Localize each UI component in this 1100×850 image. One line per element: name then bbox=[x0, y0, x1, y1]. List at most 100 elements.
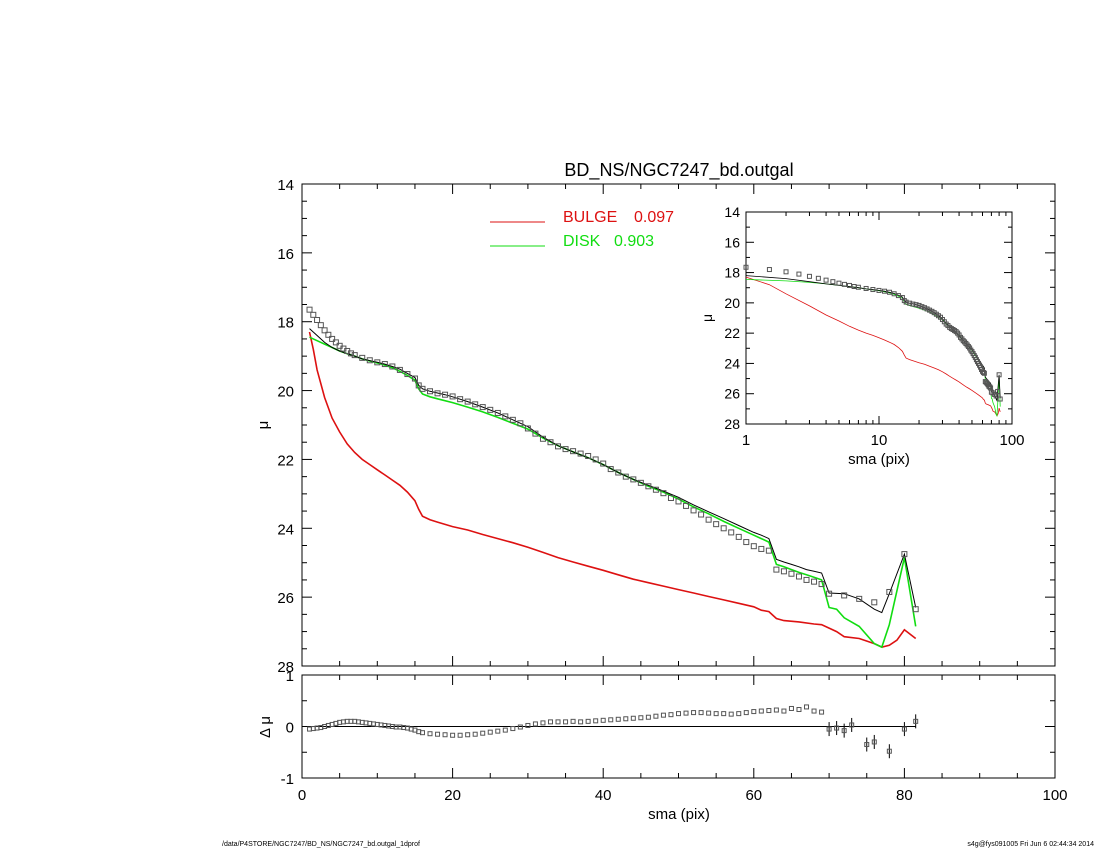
series-data-point bbox=[457, 396, 464, 403]
inset-axis-ticks bbox=[745, 211, 1013, 425]
main-y-tick-label: 18 bbox=[277, 315, 294, 332]
series-data-point bbox=[713, 521, 720, 528]
series-data-point bbox=[389, 363, 396, 370]
residual-x-tick-label: 20 bbox=[444, 787, 461, 804]
inset-plot-frame bbox=[745, 211, 1013, 425]
series-data-point bbox=[487, 406, 494, 413]
series-data-point bbox=[705, 516, 712, 523]
inset-data-point bbox=[870, 287, 876, 293]
residual-point bbox=[600, 717, 606, 723]
residual-point bbox=[510, 726, 516, 732]
residual-point bbox=[743, 710, 749, 716]
series-data-point bbox=[720, 525, 727, 532]
residual-y-tick-label: -1 bbox=[281, 771, 294, 788]
series-bulge-line bbox=[308, 331, 917, 648]
series-data-point bbox=[637, 479, 644, 486]
inset-data-point bbox=[841, 281, 847, 287]
inset-data-point bbox=[846, 282, 852, 288]
series-data-point bbox=[306, 306, 313, 313]
series-data-point bbox=[310, 311, 317, 318]
main-y-tick-labels: 14 16 18 20 22 24 26 28 bbox=[277, 177, 294, 676]
inset-data-point bbox=[910, 301, 916, 307]
series-data-point bbox=[419, 385, 426, 392]
series-data-point bbox=[901, 551, 908, 558]
series-data-point bbox=[434, 390, 441, 397]
series-data-point bbox=[524, 425, 531, 432]
residual-point bbox=[751, 709, 757, 715]
residual-point bbox=[427, 731, 433, 737]
series-data-point bbox=[539, 435, 546, 442]
residual-x-axis-label: sma (pix) bbox=[648, 806, 710, 823]
series-data-point bbox=[317, 322, 324, 329]
main-profile-panel: 14 16 18 20 22 24 26 28 μ BULGE 0.097 DISK 0.90… bbox=[255, 177, 1056, 676]
series-data-point bbox=[607, 466, 614, 473]
residual-axis-ticks bbox=[301, 674, 1056, 779]
residual-point bbox=[728, 711, 734, 717]
residual-point bbox=[480, 730, 486, 736]
series-data-point bbox=[841, 592, 848, 599]
series-data-point bbox=[472, 401, 479, 408]
legend: BULGE 0.097 DISK 0.903 bbox=[490, 209, 674, 250]
inset-series-group bbox=[743, 264, 1003, 418]
residual-point bbox=[691, 710, 697, 716]
series-data-point bbox=[600, 460, 607, 467]
residual-x-tick-label: 60 bbox=[745, 787, 762, 804]
series-data-point bbox=[502, 413, 509, 420]
inset-y-tick-label: 24 bbox=[724, 355, 740, 371]
series-data-point bbox=[396, 366, 403, 373]
residual-point bbox=[487, 729, 493, 735]
series-data-point bbox=[517, 420, 524, 427]
residual-point bbox=[532, 721, 538, 727]
residual-point bbox=[773, 707, 779, 713]
residual-y-tick-label: 0 bbox=[286, 720, 294, 737]
series-data-point bbox=[788, 570, 795, 577]
series-data-point bbox=[765, 547, 772, 554]
series-data-point bbox=[532, 430, 539, 437]
series-data-point bbox=[758, 545, 765, 552]
inset-data-point bbox=[907, 300, 913, 306]
inset-x-tick-label: 10 bbox=[871, 432, 888, 449]
legend-disk-label: DISK bbox=[563, 233, 601, 250]
residual-point bbox=[442, 732, 448, 738]
legend-bulge-value: 0.097 bbox=[634, 209, 674, 226]
residual-point bbox=[555, 719, 561, 725]
series-data-point bbox=[818, 581, 825, 588]
inset-series-bulge-line bbox=[745, 276, 1001, 417]
inset-log-panel: 1 10 100 14 16 18 20 22 24 26 28 μ sma (pix) bbox=[699, 204, 1025, 468]
residual-y-tick-label: 1 bbox=[286, 668, 294, 685]
series-data-point bbox=[803, 576, 810, 583]
inset-y-axis-label: μ bbox=[699, 314, 715, 322]
residual-point bbox=[804, 704, 810, 710]
main-y-tick-label: 14 bbox=[277, 177, 294, 194]
series-data-point bbox=[464, 398, 471, 405]
residual-point bbox=[736, 711, 742, 717]
residual-point bbox=[660, 712, 666, 718]
series-data-point bbox=[366, 357, 373, 364]
inset-data-point bbox=[913, 302, 919, 308]
inset-y-tick-label: 28 bbox=[724, 416, 740, 432]
residual-point bbox=[781, 708, 787, 714]
series-data-point bbox=[555, 443, 562, 450]
inset-data-point bbox=[882, 288, 888, 294]
series-data-point bbox=[577, 450, 584, 457]
residual-point bbox=[525, 722, 531, 728]
residual-x-tick-label: 80 bbox=[896, 787, 913, 804]
series-data-point bbox=[645, 483, 652, 490]
series-data-point bbox=[314, 316, 321, 323]
residual-point bbox=[766, 708, 772, 714]
series-data-point bbox=[359, 354, 366, 361]
inset-data-point bbox=[796, 271, 802, 277]
residual-point bbox=[472, 731, 478, 737]
series-data-point bbox=[585, 452, 592, 459]
series-data-point bbox=[622, 473, 629, 480]
inset-data-point bbox=[997, 396, 1003, 402]
inset-data-point bbox=[783, 269, 789, 275]
legend-bulge-label: BULGE bbox=[563, 209, 617, 226]
inset-data-point bbox=[855, 284, 861, 290]
series-data-point bbox=[332, 339, 339, 346]
legend-disk-value: 0.903 bbox=[614, 233, 654, 250]
inset-data-point bbox=[887, 289, 893, 295]
residual-point bbox=[698, 710, 704, 716]
series-data-point bbox=[728, 529, 735, 536]
